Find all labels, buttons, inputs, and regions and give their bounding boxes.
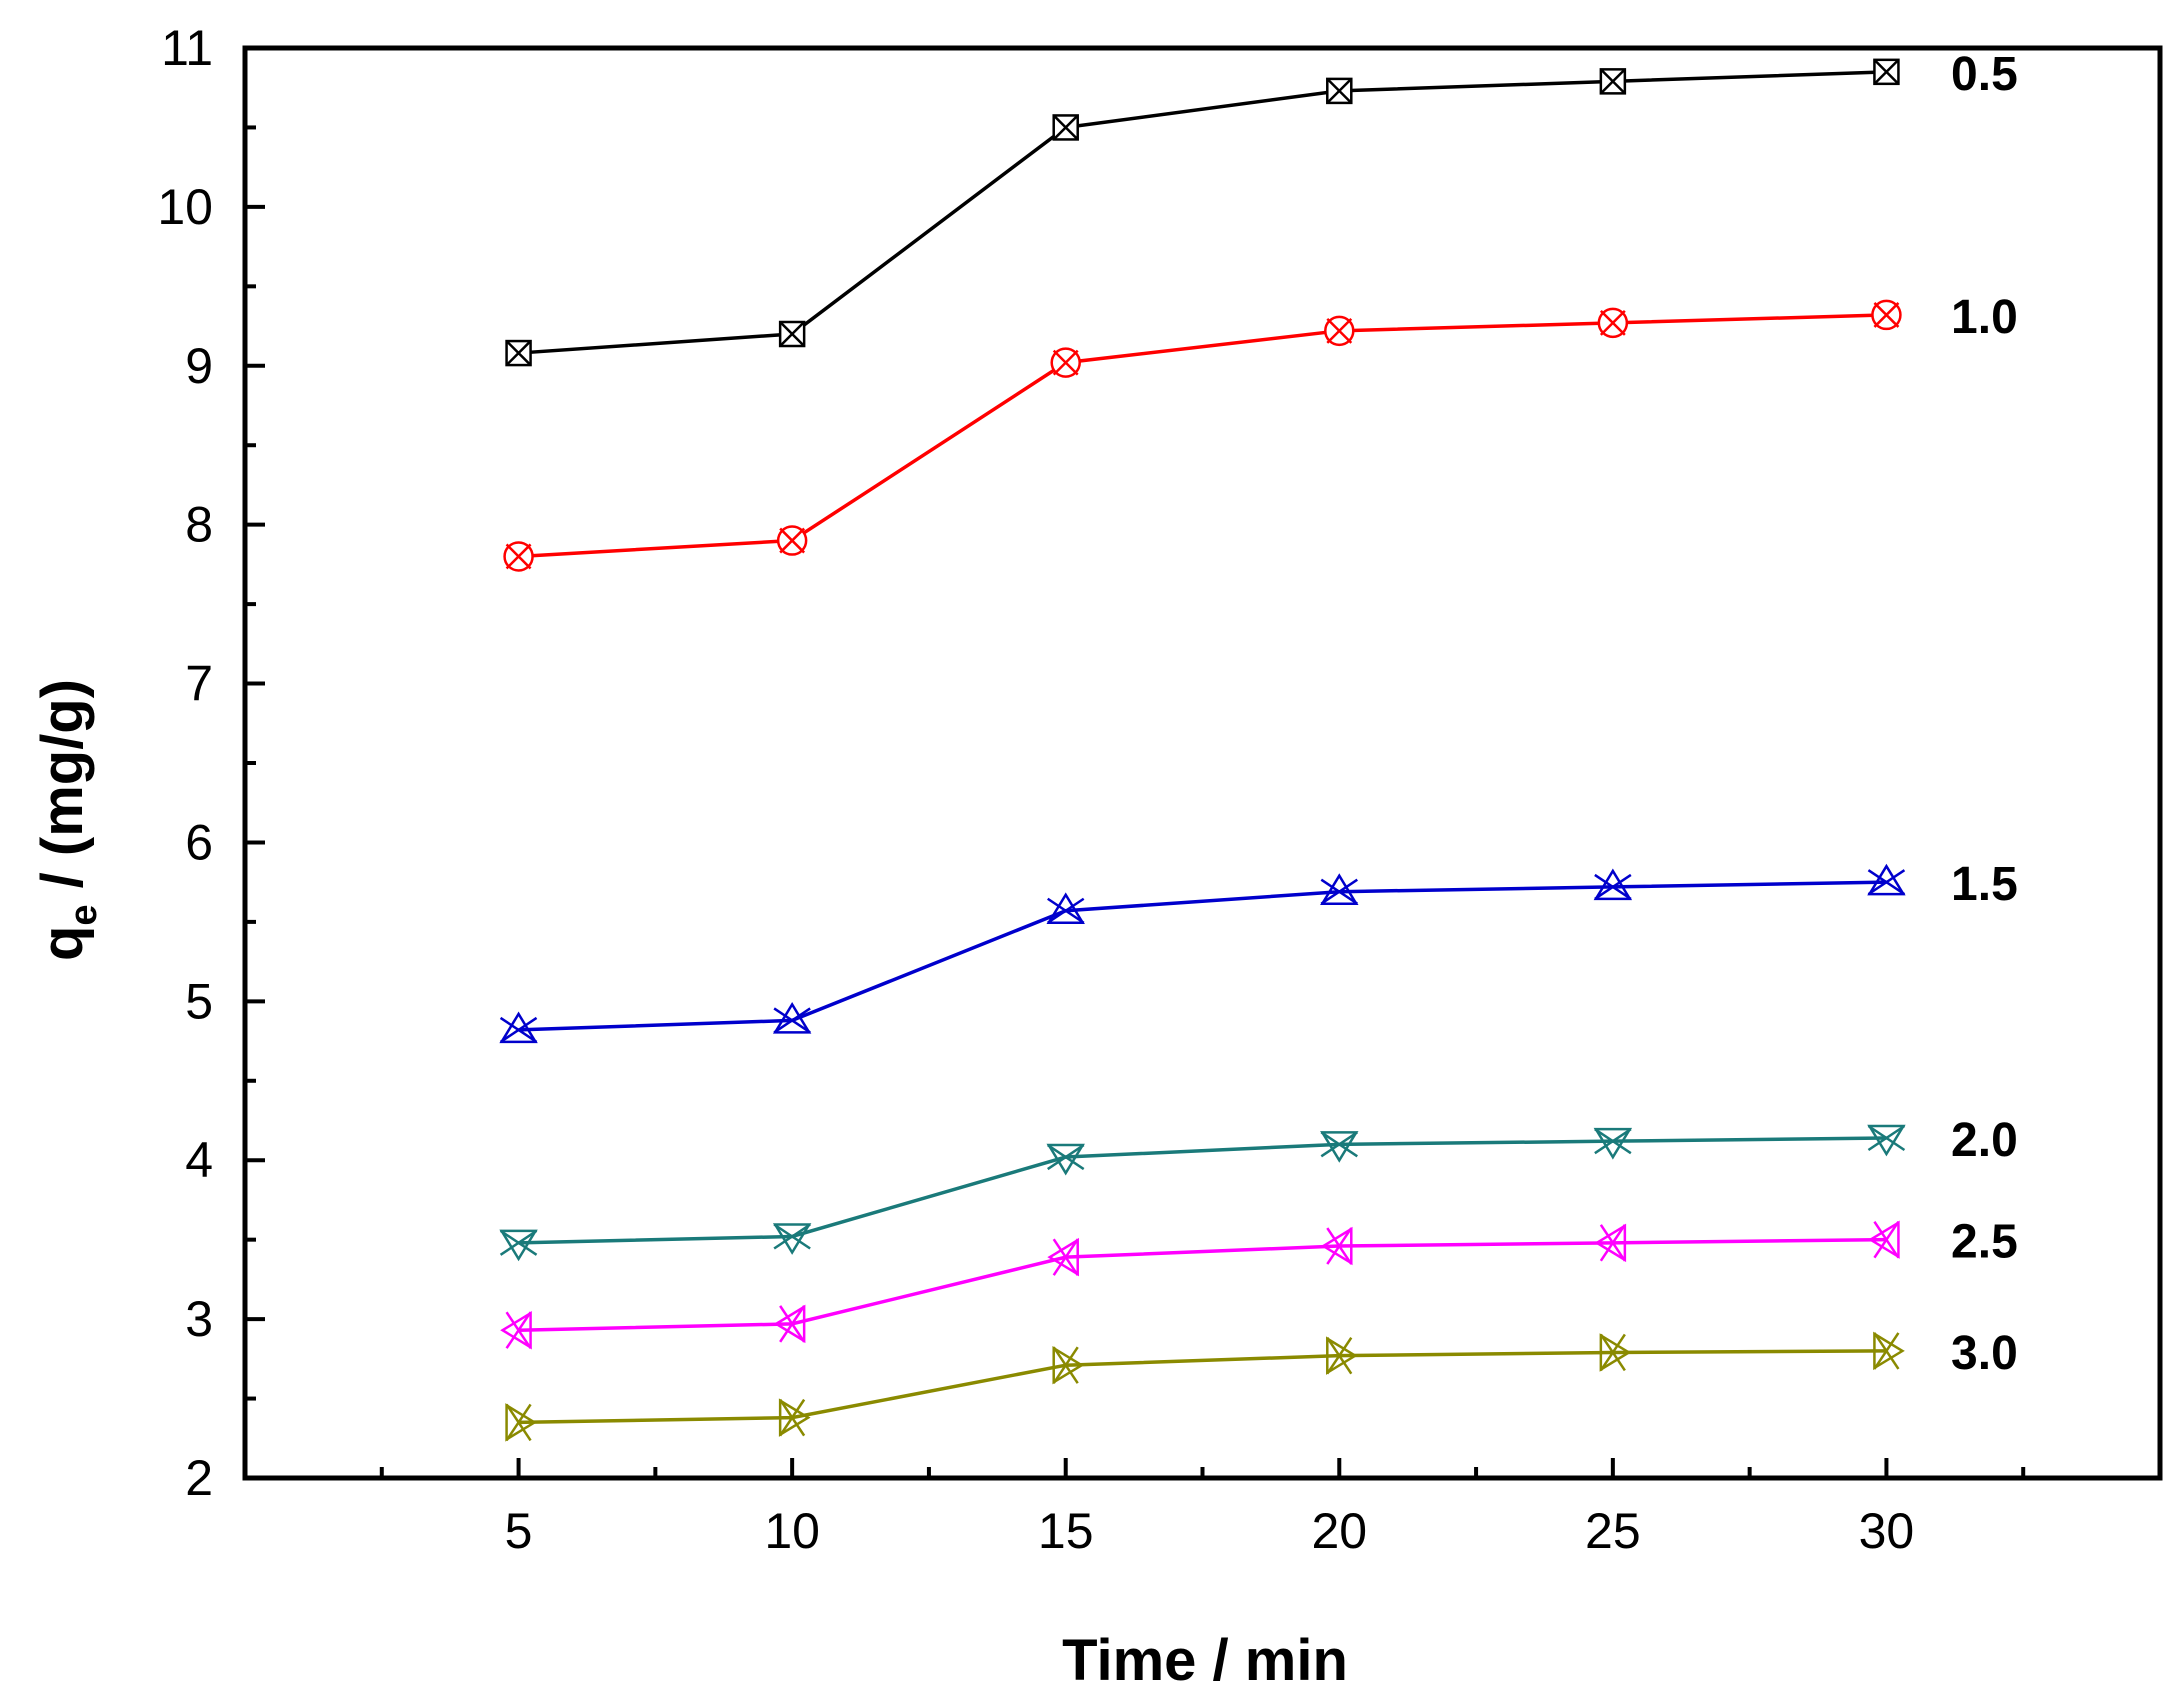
data-point bbox=[1593, 868, 1633, 901]
data-point bbox=[1046, 892, 1085, 925]
data-point bbox=[1868, 1220, 1900, 1259]
data-point bbox=[778, 1398, 811, 1437]
data-point bbox=[1047, 1237, 1079, 1277]
data-point bbox=[1599, 1333, 1632, 1372]
y-tick-label: 3 bbox=[185, 1291, 213, 1347]
data-point bbox=[1326, 1336, 1358, 1375]
x-axis: 5 10 15 20 25 30 bbox=[379, 1458, 2026, 1559]
data-point bbox=[1320, 1226, 1353, 1266]
data-point bbox=[1873, 58, 1900, 86]
data-point bbox=[1594, 1223, 1627, 1263]
data-point bbox=[499, 1011, 538, 1044]
plot-area bbox=[242, 45, 2163, 1481]
series-line bbox=[518, 70, 1887, 355]
y-tick-label: 11 bbox=[161, 20, 213, 76]
series-label-1.5: 1.5 bbox=[1951, 858, 2018, 911]
series-labels: 0.5 1.0 1.5 2.0 2.5 3.0 bbox=[1951, 48, 2018, 1380]
data-point bbox=[1050, 347, 1081, 378]
data-point bbox=[773, 1304, 806, 1344]
data-point bbox=[1052, 1345, 1085, 1385]
data-point bbox=[505, 1403, 537, 1442]
series-line bbox=[518, 1349, 1887, 1425]
y-tick-label: 5 bbox=[185, 973, 213, 1029]
data-point bbox=[499, 1229, 538, 1262]
series-1.5 bbox=[499, 863, 1906, 1044]
data-point bbox=[1320, 1131, 1359, 1163]
y-tick-label: 10 bbox=[157, 179, 213, 235]
plot-frame bbox=[242, 45, 2163, 1481]
y-tick-label: 8 bbox=[185, 497, 213, 553]
data-point bbox=[1320, 873, 1359, 905]
series-layer bbox=[499, 58, 1906, 1442]
y-axis-title-rest: / (mg/g) bbox=[30, 679, 95, 905]
series-label-0.5: 0.5 bbox=[1951, 48, 2018, 101]
data-point bbox=[1873, 1331, 1905, 1371]
data-point bbox=[772, 1223, 812, 1255]
series-label-3.0: 3.0 bbox=[1951, 1327, 2018, 1380]
x-tick-label: 20 bbox=[1311, 1503, 1367, 1559]
data-point bbox=[503, 541, 534, 572]
series-line bbox=[518, 880, 1887, 1032]
data-point bbox=[500, 1311, 532, 1350]
y-axis-title-sub: e bbox=[63, 904, 105, 925]
x-tick-label: 5 bbox=[505, 1503, 533, 1559]
data-point bbox=[1326, 77, 1353, 105]
data-point bbox=[1871, 299, 1902, 331]
series-2.0 bbox=[499, 1124, 1906, 1262]
data-point bbox=[1599, 68, 1627, 95]
data-point bbox=[1324, 315, 1355, 347]
y-axis-title-main: q bbox=[30, 926, 95, 961]
series-line bbox=[518, 313, 1887, 559]
x-tick-label: 25 bbox=[1585, 1503, 1641, 1559]
data-point bbox=[505, 339, 532, 367]
data-point bbox=[776, 525, 808, 556]
series-line bbox=[518, 1136, 1887, 1245]
series-line bbox=[518, 1237, 1887, 1332]
y-tick-label: 6 bbox=[185, 814, 213, 870]
data-point bbox=[1593, 1127, 1633, 1160]
x-tick-label: 30 bbox=[1859, 1503, 1915, 1559]
data-point bbox=[1867, 1124, 1906, 1157]
series-label-2.0: 2.0 bbox=[1951, 1114, 2018, 1167]
series-label-1.0: 1.0 bbox=[1951, 291, 2018, 344]
data-point bbox=[1597, 307, 1629, 339]
series-2.5 bbox=[500, 1220, 1900, 1350]
data-point bbox=[1867, 863, 1906, 896]
x-tick-label: 15 bbox=[1038, 1503, 1094, 1559]
data-point bbox=[778, 320, 806, 348]
x-axis-title: Time / min bbox=[1062, 1628, 1348, 1693]
y-tick-label: 4 bbox=[185, 1132, 213, 1188]
data-point bbox=[1052, 114, 1079, 141]
series-label-2.5: 2.5 bbox=[1951, 1216, 2018, 1269]
series-3.0 bbox=[505, 1331, 1905, 1442]
series-0.5 bbox=[505, 58, 1900, 367]
y-axis: 2 3 4 5 6 7 8 9 10 11 bbox=[157, 20, 265, 1506]
series-1.0 bbox=[503, 299, 1902, 572]
y-tick-label: 9 bbox=[185, 338, 213, 394]
y-axis-title: qe / (mg/g) bbox=[30, 679, 105, 961]
y-tick-label: 2 bbox=[185, 1450, 213, 1506]
y-tick-label: 7 bbox=[185, 656, 213, 712]
x-tick-label: 10 bbox=[764, 1503, 820, 1559]
data-point bbox=[1046, 1143, 1085, 1176]
data-point bbox=[772, 1001, 812, 1034]
